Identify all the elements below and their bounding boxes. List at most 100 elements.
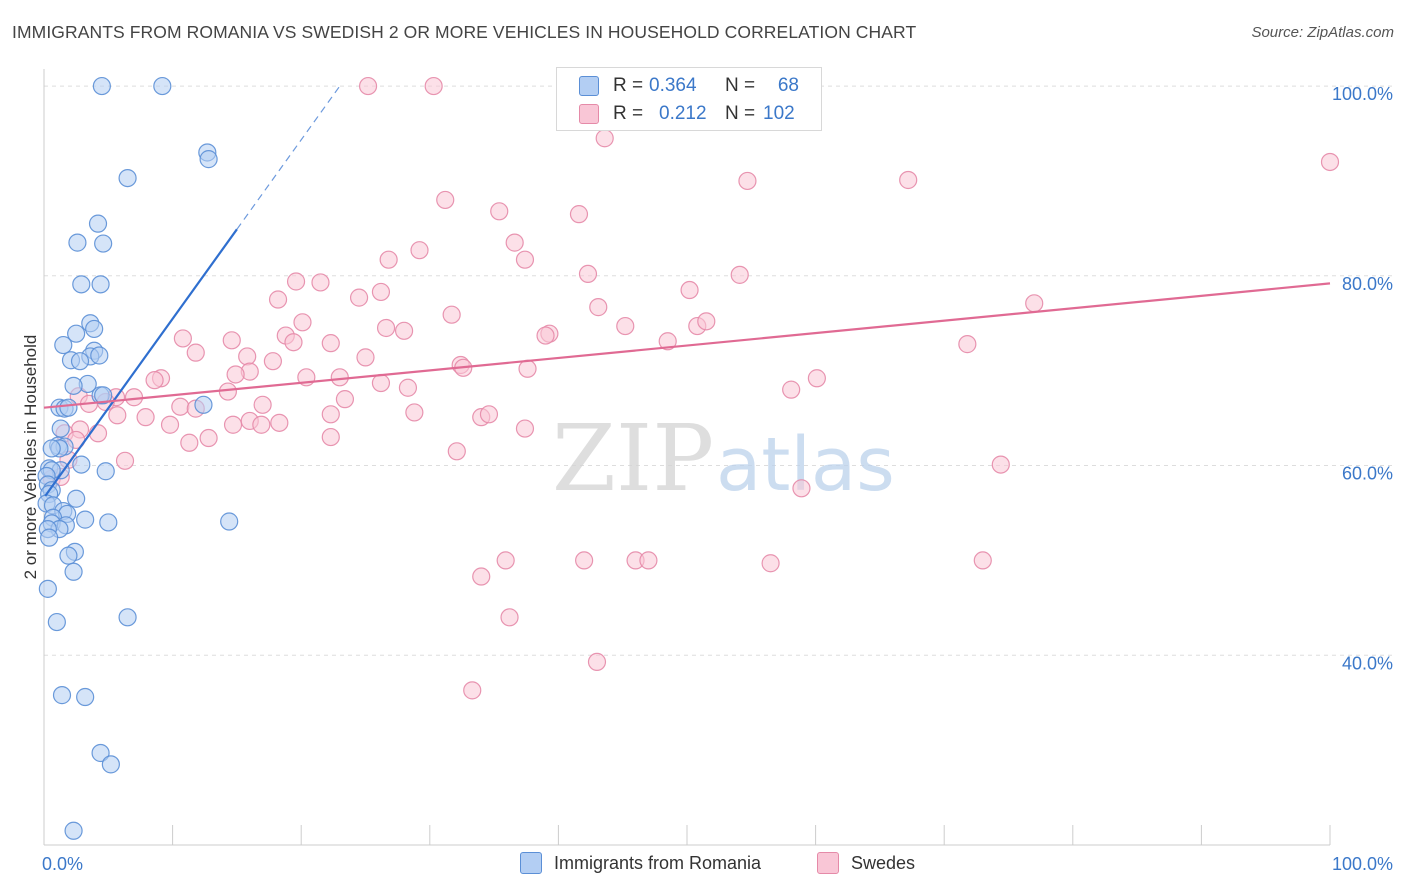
romania-point xyxy=(194,395,213,414)
romania-point xyxy=(42,439,61,458)
swedes-point xyxy=(293,313,312,332)
swedes-point xyxy=(410,241,429,260)
swedes-point xyxy=(782,380,801,399)
legend-label-swedes: Swedes xyxy=(851,852,916,873)
swedes-point xyxy=(424,76,443,96)
y-tick-label: 100.0% xyxy=(1332,84,1393,104)
swedes-trend-line xyxy=(43,282,1331,409)
series-legend: Immigrants from Romania Swedes xyxy=(0,852,1406,878)
y-tick-label: 80.0% xyxy=(1342,274,1393,294)
romania-trend-extension xyxy=(236,85,341,230)
romania-point xyxy=(99,513,118,532)
watermark-zip: ZIP xyxy=(552,405,714,512)
romania-point xyxy=(68,233,87,252)
romania-point xyxy=(118,168,137,188)
legend-swatch-romania xyxy=(520,852,542,874)
swedes-point xyxy=(569,205,589,224)
swedes-point xyxy=(518,359,537,378)
swedes-point xyxy=(973,551,992,570)
swedes-point xyxy=(253,395,272,414)
swedes-point xyxy=(358,76,378,96)
swedes-point xyxy=(238,347,257,366)
romania-point xyxy=(76,687,95,707)
legend-n-value: 102 xyxy=(763,103,795,124)
y-tick-label: 60.0% xyxy=(1342,464,1393,484)
swedes-point xyxy=(284,333,303,352)
legend-swatch-romania xyxy=(579,76,599,96)
swedes-point xyxy=(371,373,391,393)
romania-point xyxy=(38,579,57,598)
x-tick-label: 0.0% xyxy=(42,854,83,874)
swedes-point xyxy=(330,368,349,387)
swedes-point xyxy=(88,424,108,443)
swedes-point xyxy=(587,652,607,672)
swedes-point xyxy=(807,369,826,388)
swedes-point xyxy=(442,305,461,324)
swedes-point xyxy=(505,233,524,252)
swedes-point xyxy=(186,343,205,362)
swedes-point xyxy=(335,390,355,409)
romania-point xyxy=(220,512,239,531)
swedes-point xyxy=(589,298,608,317)
swedes-point xyxy=(575,551,594,570)
romania-point xyxy=(118,608,137,627)
swedes-point xyxy=(658,332,677,351)
swedes-point xyxy=(145,371,164,390)
swedes-point xyxy=(349,288,369,307)
swedes-point xyxy=(356,348,375,367)
swedes-point xyxy=(199,428,218,448)
swedes-point xyxy=(286,272,306,291)
romania-trend-line xyxy=(44,228,238,497)
swedes-point xyxy=(311,273,330,292)
romania-point xyxy=(72,275,91,294)
legend-n-value: 68 xyxy=(777,75,799,96)
swedes-point xyxy=(639,551,658,570)
trend-lines xyxy=(43,85,1331,497)
romania-point xyxy=(70,352,90,371)
romania-point xyxy=(88,214,108,233)
swedes-point xyxy=(173,329,192,348)
romania-point xyxy=(85,319,104,339)
swedes-point xyxy=(463,681,482,700)
swedes-point xyxy=(180,433,199,452)
romania-point xyxy=(72,455,91,474)
swedes-point xyxy=(738,171,757,191)
romania-point xyxy=(94,386,113,405)
romania-point xyxy=(52,686,72,705)
swedes-point xyxy=(379,250,398,269)
romania-point xyxy=(92,76,111,96)
y-axis-label: 2 or more Vehicles in Household xyxy=(21,335,40,580)
swedes-point xyxy=(536,326,555,345)
swedes-point xyxy=(371,282,391,302)
legend-r-label: R = xyxy=(613,75,644,96)
legend-swatch-swedes xyxy=(579,104,599,124)
swedes-point xyxy=(222,331,241,350)
legend-item-swedes: Swedes xyxy=(817,852,915,874)
swedes-point xyxy=(490,202,509,221)
romania-point xyxy=(76,510,95,529)
swedes-point xyxy=(223,415,243,434)
romania-point xyxy=(90,346,109,365)
swedes-point xyxy=(321,405,340,424)
correlation-legend: R = 0.364 N = 68 R = 0.212 N = 102 xyxy=(556,67,822,131)
legend-r-value: 0.364 xyxy=(649,75,697,96)
swedes-point xyxy=(160,415,180,434)
swedes-point xyxy=(124,388,144,407)
x-tick-label: 100.0% xyxy=(1332,854,1393,874)
romania-point xyxy=(199,150,218,169)
swedes-point xyxy=(496,551,515,570)
swedes-point xyxy=(616,316,635,336)
gridlines xyxy=(44,85,1392,656)
zipatlas-watermark: ZIP atlas xyxy=(552,405,895,512)
romania-point xyxy=(91,743,110,763)
y-tick-labels: 40.0% 60.0% 80.0% 100.0% xyxy=(1332,84,1393,673)
romania-point xyxy=(96,462,115,481)
romania-point xyxy=(101,755,120,774)
swedes-point xyxy=(899,170,918,190)
legend-r-label: R = xyxy=(613,103,644,124)
swedes-point xyxy=(1320,152,1340,172)
swedes-point xyxy=(697,312,716,331)
legend-item-romania: Immigrants from Romania xyxy=(520,852,761,874)
swedes-point xyxy=(500,608,519,627)
